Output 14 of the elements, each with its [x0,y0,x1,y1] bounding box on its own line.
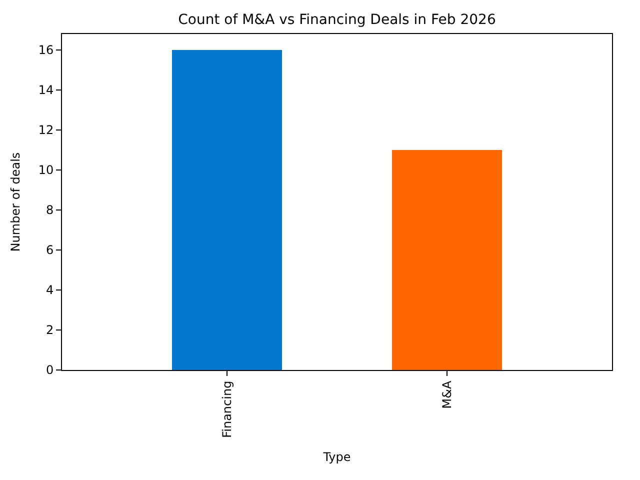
y-tick-label: 6 [46,243,54,258]
y-axis-title: Number of deals [8,152,23,252]
x-tick-label: Financing [220,380,234,438]
y-tick-label: 2 [46,323,54,338]
y-tick-label: 8 [46,203,54,218]
y-tick-label: 14 [38,83,54,98]
x-tick-label: M&A [440,380,454,409]
y-tick-label: 16 [38,43,54,58]
x-axis-title: Type [322,450,351,464]
y-tick-label: 4 [46,283,54,298]
chart-title: Count of M&A vs Financing Deals in Feb 2026 [178,12,496,28]
y-tick-label: 0 [46,363,54,378]
y-tick-label: 10 [38,163,54,178]
y-tick-label: 12 [38,123,54,138]
